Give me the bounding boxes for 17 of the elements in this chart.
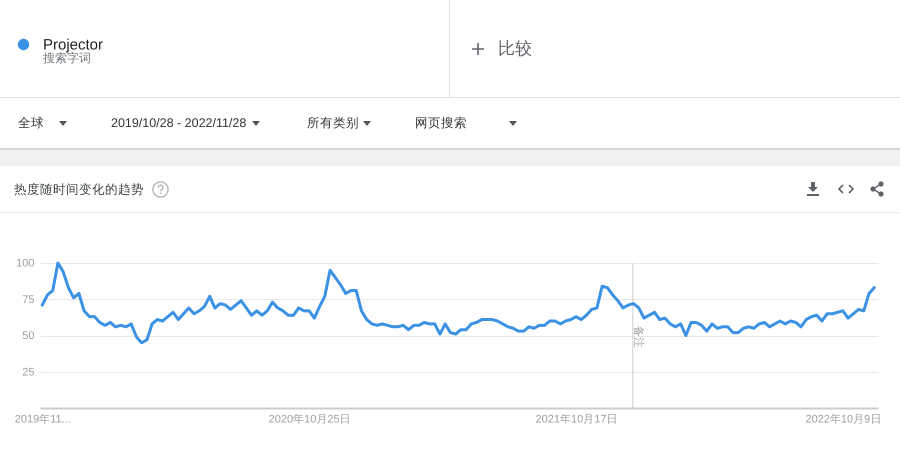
text: 2019/10/28 - 2022/11/28 — [111, 116, 246, 131]
x-tick-label: 2021年10月17日 — [536, 414, 618, 426]
y-tick-label: 25 — [22, 366, 34, 378]
ref-line-label: 备注 — [632, 326, 645, 348]
y-tick-label: 75 — [22, 294, 34, 306]
x-tick-label: 2019年11... — [14, 414, 71, 426]
y-tick-label: 50 — [22, 330, 34, 342]
text: 网页搜索 — [415, 116, 467, 131]
text: 搜索字词 — [43, 51, 91, 66]
chart-title: 热度随时间变化的趋势 — [14, 182, 144, 196]
legend-label: Projector — [43, 36, 104, 54]
text: 比较 — [498, 39, 532, 60]
text: 所有类别 — [307, 116, 359, 131]
x-tick-label: 2020年10月25日 — [268, 414, 351, 426]
x-tick-label: 2022年10月9日 — [805, 414, 882, 426]
y-tick-label: 100 — [16, 258, 34, 270]
text: 全球 — [18, 116, 44, 131]
